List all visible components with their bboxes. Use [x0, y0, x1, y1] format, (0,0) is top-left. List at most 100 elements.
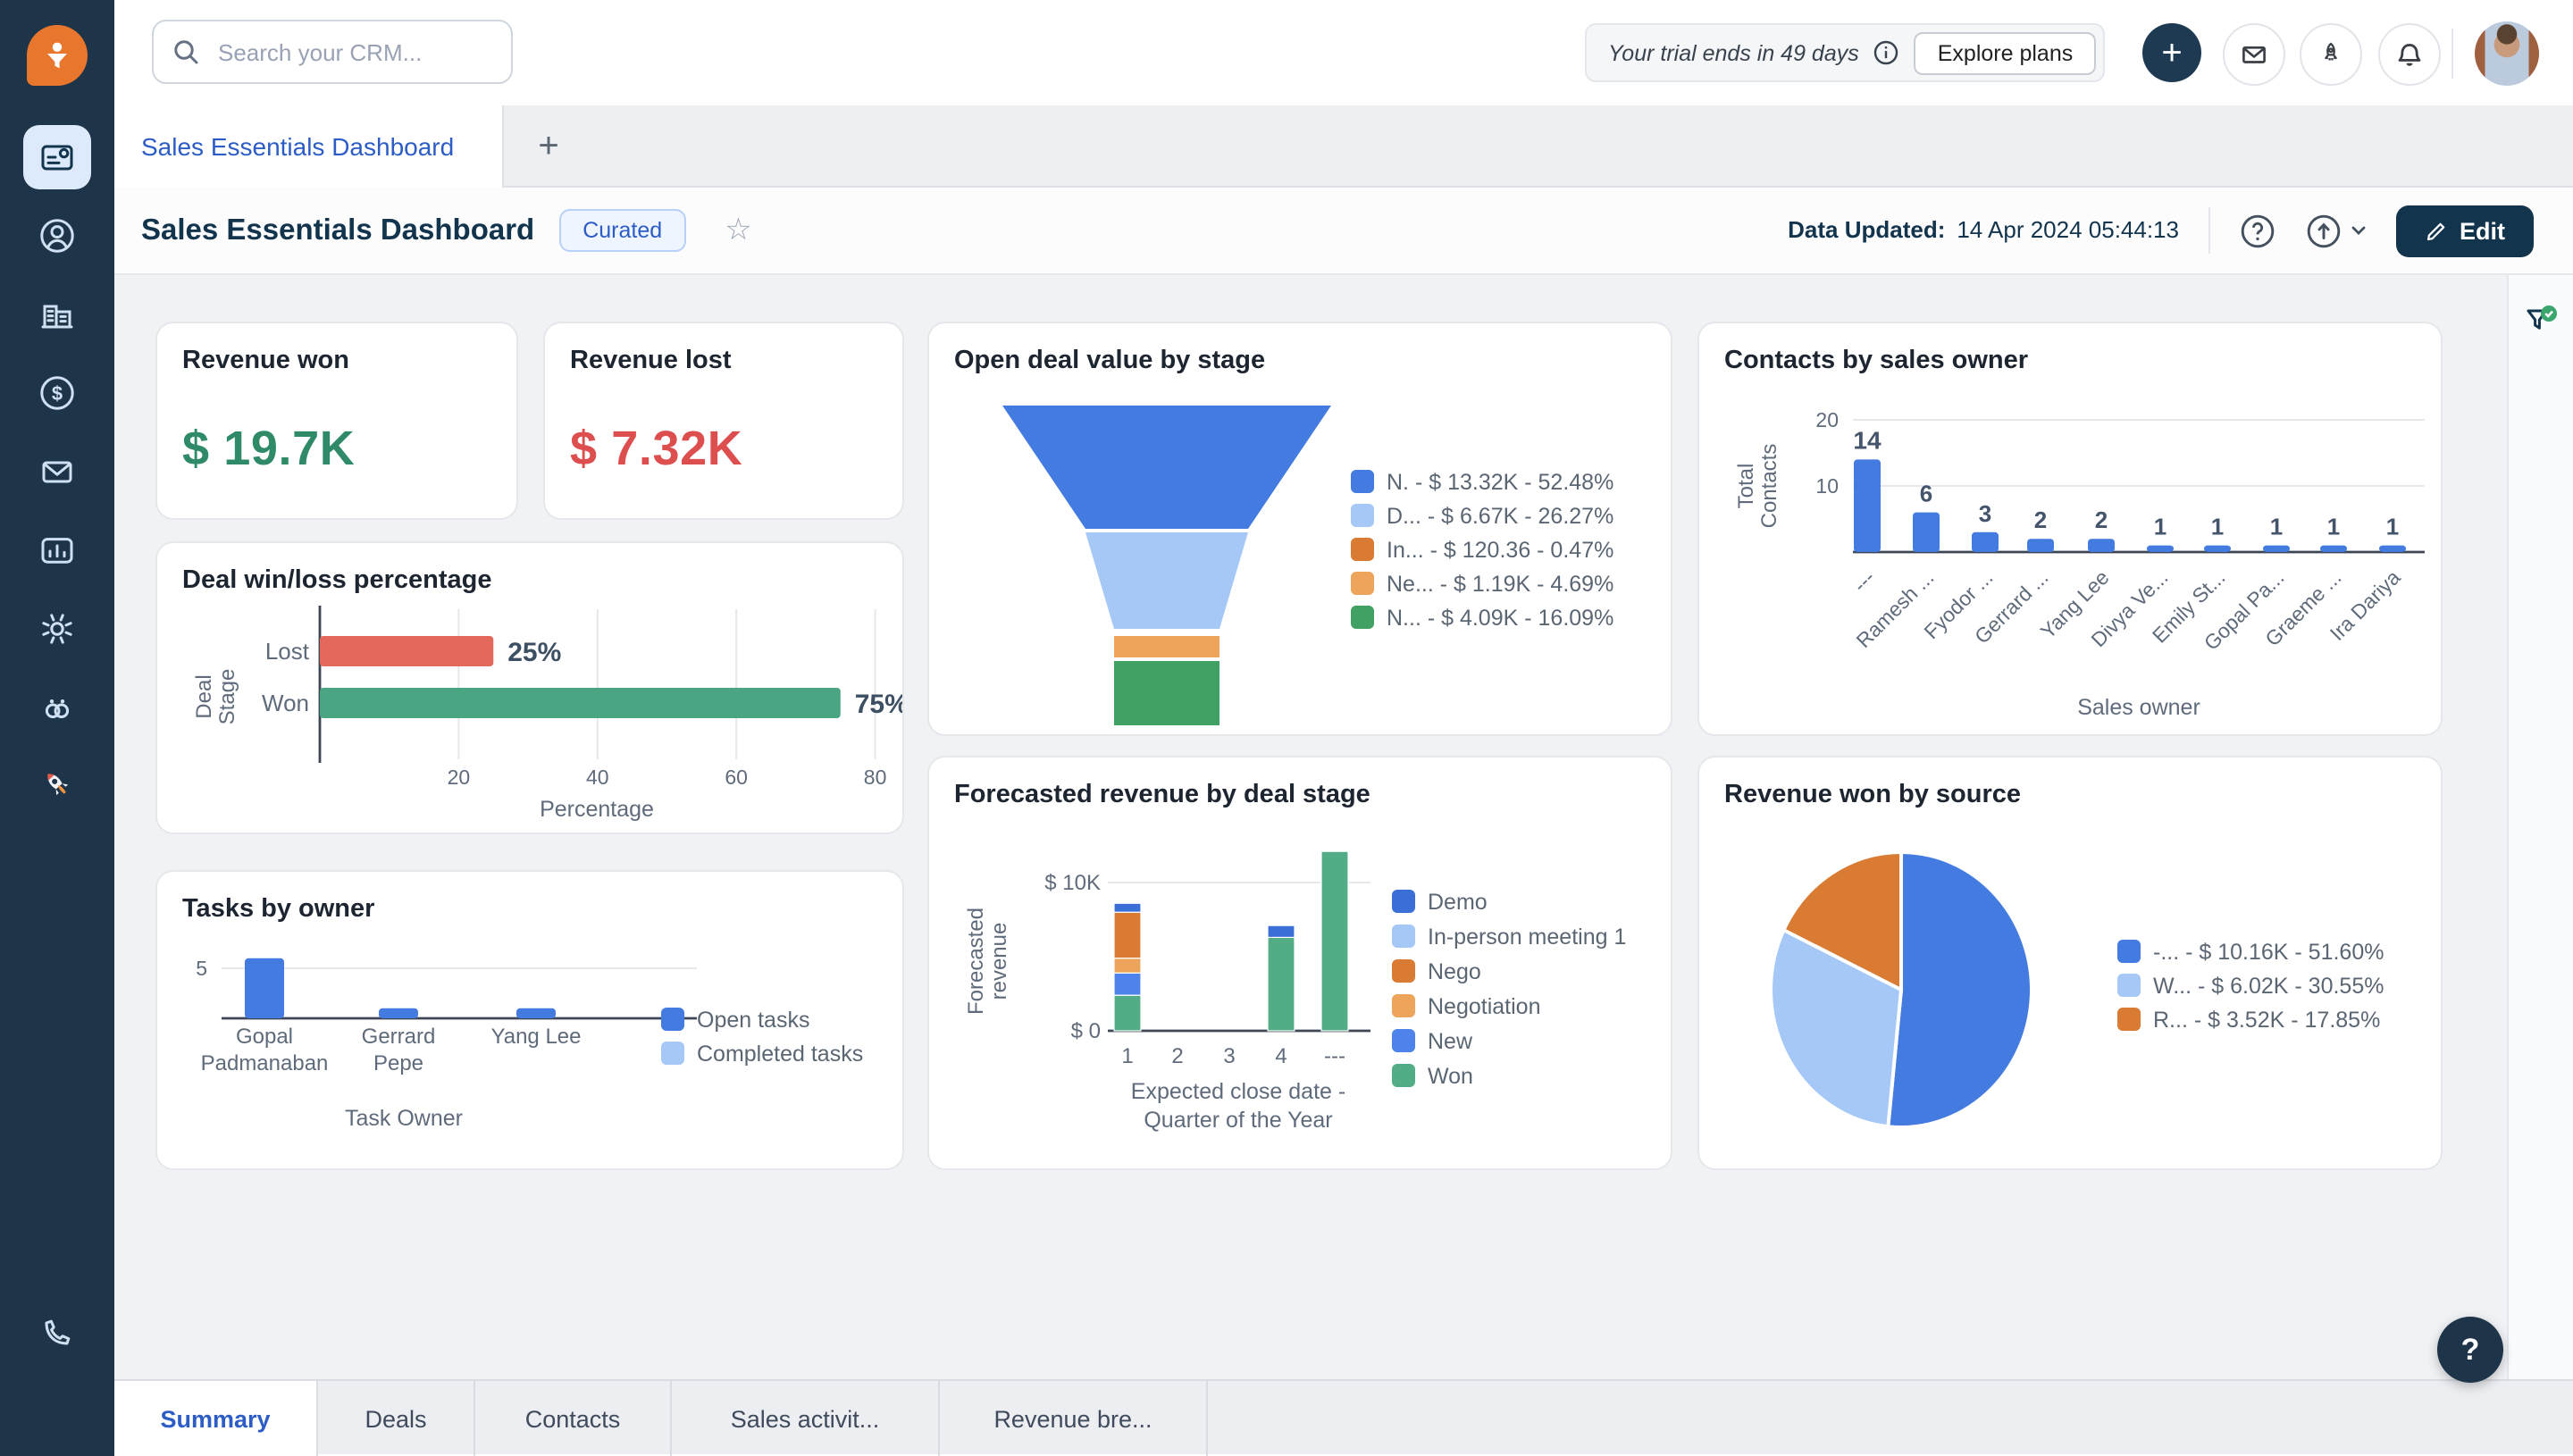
- tab-contacts[interactable]: Contacts: [475, 1381, 672, 1456]
- svg-text:Deal: Deal: [192, 674, 216, 718]
- info-icon: [1874, 40, 1898, 65]
- avatar[interactable]: [2475, 21, 2539, 86]
- tab-summary[interactable]: Summary: [114, 1381, 318, 1456]
- sidebar-item-phone[interactable]: [0, 1293, 114, 1372]
- card-forecasted-revenue: Forecasted revenue by deal stage $ 10K $ …: [927, 756, 1672, 1170]
- share-icon: [2306, 213, 2340, 247]
- dashboard-tab-strip: Sales Essentials Dashboard +: [114, 105, 2573, 188]
- legend-swatch: [1392, 925, 1415, 948]
- dashboard-content: Revenue won $ 19.7K Revenue lost $ 7.32K…: [114, 275, 2573, 1379]
- legend-label: N. - $ 13.32K - 52.48%: [1387, 470, 1613, 495]
- sidebar-item-launch[interactable]: [0, 747, 114, 825]
- revenue-won-value: $ 19.7K: [182, 422, 356, 475]
- bar-value-label: 25%: [507, 638, 561, 667]
- edit-button[interactable]: Edit: [2395, 205, 2534, 256]
- page-title: Sales Essentials Dashboard: [141, 213, 535, 246]
- card-title: Revenue lost: [570, 347, 732, 375]
- svg-text:Forecasted: Forecasted: [964, 908, 988, 1015]
- deals-icon: $: [40, 376, 74, 410]
- stack-seg-negotiation: [1113, 958, 1142, 974]
- svg-text:Yang Lee: Yang Lee: [491, 1025, 582, 1049]
- svg-text:---: ---: [1324, 1044, 1345, 1068]
- curated-badge[interactable]: Curated: [559, 209, 686, 252]
- legend-label: -... - $ 10.16K - 51.60%: [2153, 940, 2384, 965]
- star-icon[interactable]: ☆: [725, 213, 752, 247]
- freddy-ai-icon: [45, 699, 70, 719]
- bar-value-label: 2: [2095, 506, 2108, 533]
- sidebar-item-deals[interactable]: $: [0, 354, 114, 432]
- search-input[interactable]: [214, 37, 490, 67]
- svg-text:3: 3: [1223, 1044, 1235, 1068]
- bar-won: [320, 688, 841, 718]
- bar-value-label: 6: [1920, 481, 1932, 507]
- legend-swatch: [1392, 994, 1415, 1017]
- legend-swatch: [1351, 504, 1374, 527]
- stack-seg-won: [1113, 994, 1142, 1032]
- legend-swatch: [1392, 1029, 1415, 1052]
- email-icon: [42, 461, 72, 483]
- revenue-lost-value: $ 7.32K: [570, 422, 743, 475]
- card-title: Forecasted revenue by deal stage: [954, 781, 1370, 809]
- accounts-icon: [41, 305, 73, 329]
- quick-add-button[interactable]: +: [2142, 23, 2201, 82]
- email-button[interactable]: [2223, 23, 2285, 86]
- sidebar-item-settings[interactable]: [0, 590, 114, 668]
- open-deal-funnel-chart: N. - $ 13.32K - 52.48% D... - $ 6.67K - 2…: [1002, 406, 1613, 725]
- sidebar-item-email[interactable]: [0, 432, 114, 511]
- stack-seg-won: [1267, 936, 1295, 1032]
- export-menu[interactable]: [2304, 212, 2367, 249]
- legend-label: Ne... - $ 1.19K - 4.69%: [1387, 572, 1613, 597]
- card-title: Open deal value by stage: [954, 347, 1266, 375]
- bar-value-label: 3: [1979, 500, 1991, 527]
- filter-rail: [2507, 275, 2573, 1379]
- sidebar-item-analytics[interactable]: [0, 511, 114, 590]
- analytics-icon: [41, 538, 73, 564]
- legend-swatch: [661, 1042, 684, 1065]
- bar-contacts: [2379, 545, 2406, 552]
- funnel-stage-1: [1002, 406, 1331, 529]
- tab-sales-essentials-dashboard[interactable]: Sales Essentials Dashboard: [114, 105, 504, 188]
- svg-text:Quarter of the Year: Quarter of the Year: [1144, 1108, 1332, 1133]
- svg-text:Sales owner: Sales owner: [2077, 695, 2200, 720]
- divider: [2451, 29, 2453, 79]
- sidebar-item-accounts[interactable]: [0, 275, 114, 354]
- legend-label: Open tasks: [697, 1008, 809, 1033]
- svg-text:Gerrard: Gerrard: [362, 1025, 436, 1049]
- bar-value-label: 14: [1853, 426, 1882, 454]
- svg-text:Padmanaban: Padmanaban: [201, 1051, 329, 1075]
- card-title: Deal win/loss percentage: [182, 566, 492, 595]
- tab-revenue-breakdown[interactable]: Revenue bre...: [940, 1381, 1208, 1456]
- notifications-button[interactable]: [2378, 23, 2441, 86]
- bar-contacts: [2088, 539, 2115, 552]
- whats-new-button[interactable]: [2300, 23, 2362, 86]
- card-revenue-won: Revenue won $ 19.7K: [155, 322, 518, 520]
- svg-text:1: 1: [1121, 1044, 1133, 1068]
- tab-deals[interactable]: Deals: [318, 1381, 475, 1456]
- help-fab[interactable]: ?: [2437, 1317, 2503, 1383]
- bar-contacts: [2027, 539, 2054, 552]
- explore-plans-button[interactable]: Explore plans: [1914, 31, 2097, 74]
- svg-text:revenue: revenue: [987, 923, 1011, 1000]
- svg-text:---: ---: [1848, 565, 1880, 597]
- tab-sales-activities[interactable]: Sales activit...: [672, 1381, 940, 1456]
- search-icon: [174, 40, 198, 64]
- bar-contacts: [1913, 512, 1940, 552]
- filter-funnel-check-icon[interactable]: [2519, 300, 2562, 343]
- rocket-icon: [2325, 42, 2337, 61]
- legend-label: Negotiation: [1428, 994, 1540, 1019]
- bar-contacts: [2147, 545, 2174, 552]
- search-box[interactable]: [152, 20, 513, 84]
- top-bar: Your trial ends in 49 days Explore plans…: [114, 0, 2573, 105]
- help-icon[interactable]: [2238, 212, 2275, 249]
- sidebar-item-dashboard[interactable]: [0, 118, 114, 197]
- sidebar-item-contacts[interactable]: [0, 197, 114, 275]
- card-open-deal-funnel: Open deal value by stage N. - $ 13.32K -…: [927, 322, 1672, 736]
- add-tab-button[interactable]: +: [538, 126, 559, 165]
- sidebar-item-freddy-ai[interactable]: [0, 668, 114, 747]
- freshsales-logo[interactable]: [27, 25, 88, 86]
- data-updated-label: Data Updated:: [1788, 216, 1946, 243]
- bar-open-tasks: [379, 1008, 418, 1018]
- data-updated: Data Updated: 14 Apr 2024 05:44:13: [1788, 214, 2179, 247]
